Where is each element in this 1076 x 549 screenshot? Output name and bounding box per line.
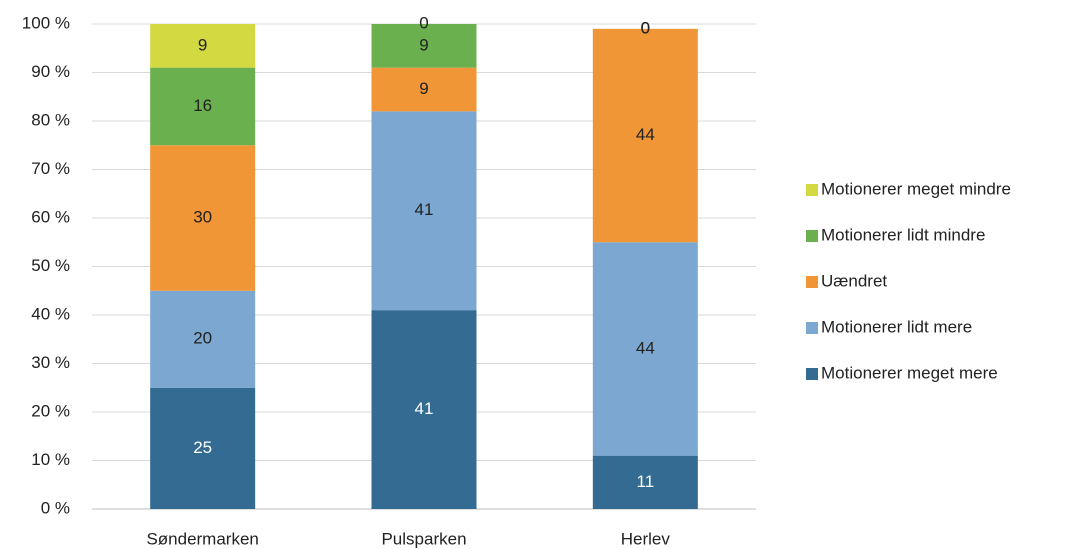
data-label: 20 (193, 329, 212, 348)
data-label: 0 (641, 18, 650, 37)
legend-swatch (806, 368, 818, 380)
bar-segment (371, 24, 477, 68)
data-label: 25 (193, 438, 212, 457)
data-label: 9 (419, 35, 428, 54)
x-tick-label: Pulsparken (381, 529, 466, 548)
legend-swatch (806, 276, 818, 288)
y-tick-label: 0 % (41, 498, 70, 517)
data-label: 44 (636, 125, 655, 144)
legend-swatch (806, 184, 818, 196)
data-label: 0 (641, 18, 650, 37)
bar-segment (150, 24, 256, 68)
legend-label: Uændret (821, 271, 887, 290)
bar-segment (150, 387, 256, 509)
y-tick-label: 100 % (22, 13, 70, 32)
y-tick-label: 80 % (31, 110, 70, 129)
y-tick-label: 50 % (31, 256, 70, 275)
bar-segment (592, 242, 698, 456)
legend-label: Motionerer meget mindre (821, 179, 1011, 198)
bar-segment (150, 145, 256, 291)
legend-label: Motionerer meget mere (821, 363, 998, 382)
bar-segment (371, 111, 477, 311)
y-tick-label: 60 % (31, 207, 70, 226)
bar-segment (371, 67, 477, 112)
y-tick-label: 10 % (31, 450, 70, 469)
data-label: 9 (198, 35, 207, 54)
bar-segment (371, 310, 477, 509)
data-label: 11 (637, 472, 655, 491)
y-tick-label: 20 % (31, 401, 70, 420)
x-tick-label: Søndermarken (146, 529, 258, 548)
y-tick-label: 40 % (31, 304, 70, 323)
data-label: 44 (636, 338, 655, 357)
x-tick-label: Herlev (621, 529, 671, 548)
y-tick-label: 70 % (31, 159, 70, 178)
bar-segment (592, 28, 698, 243)
data-label: 41 (415, 399, 434, 418)
legend-label: Motionerer lidt mere (821, 317, 972, 336)
legend-swatch (806, 322, 818, 334)
data-label: 0 (419, 13, 428, 32)
y-tick-label: 90 % (31, 62, 70, 81)
bar-segment (150, 290, 256, 388)
data-label: 9 (419, 79, 428, 98)
bar-segment (592, 455, 698, 509)
data-label: 41 (415, 200, 434, 219)
data-label: 30 (193, 207, 212, 226)
bar-segment (150, 67, 256, 146)
legend-swatch (806, 230, 818, 242)
data-label: 16 (193, 96, 212, 115)
legend-label: Motionerer lidt mindre (821, 225, 985, 244)
y-tick-label: 30 % (31, 353, 70, 372)
